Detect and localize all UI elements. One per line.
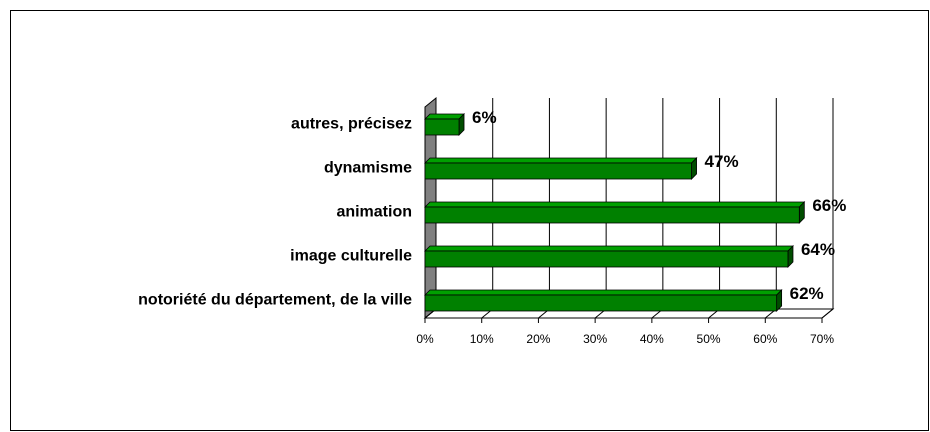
- category-label: image culturelle: [290, 248, 412, 265]
- category-label: dynamisme: [324, 160, 412, 177]
- bar: [424, 201, 806, 224]
- value-label: 62%: [790, 284, 824, 303]
- bar-front: [424, 118, 460, 136]
- bar-top: [424, 289, 783, 296]
- category-label: animation: [336, 204, 412, 221]
- category-label: autres, précisez: [291, 116, 412, 133]
- bar-top: [424, 157, 698, 164]
- x-tick-label: 40%: [640, 332, 664, 346]
- bar-front: [424, 294, 778, 312]
- x-tick-label: 60%: [753, 332, 777, 346]
- bar-top: [424, 201, 806, 208]
- category-label: notoriété du département, de la ville: [138, 292, 412, 309]
- value-label: 47%: [705, 152, 739, 171]
- bar-front: [424, 162, 692, 180]
- bar-front: [424, 250, 789, 268]
- x-tick-label: 0%: [416, 332, 434, 346]
- x-tick-label: 50%: [697, 332, 721, 346]
- x-tick-label: 70%: [810, 332, 834, 346]
- bar-front: [424, 206, 800, 224]
- x-tick-label: 30%: [583, 332, 607, 346]
- x-tick-label: 10%: [470, 332, 494, 346]
- grid-line: [821, 98, 834, 319]
- value-label: 6%: [472, 108, 497, 127]
- bar: [424, 245, 794, 268]
- value-label: 64%: [801, 240, 835, 259]
- bar: [424, 157, 698, 180]
- value-label: 66%: [812, 196, 846, 215]
- bar-top: [424, 113, 465, 120]
- bar: [424, 289, 783, 312]
- x-tick-label: 20%: [526, 332, 550, 346]
- bar: [424, 113, 465, 136]
- bar-top: [424, 245, 794, 252]
